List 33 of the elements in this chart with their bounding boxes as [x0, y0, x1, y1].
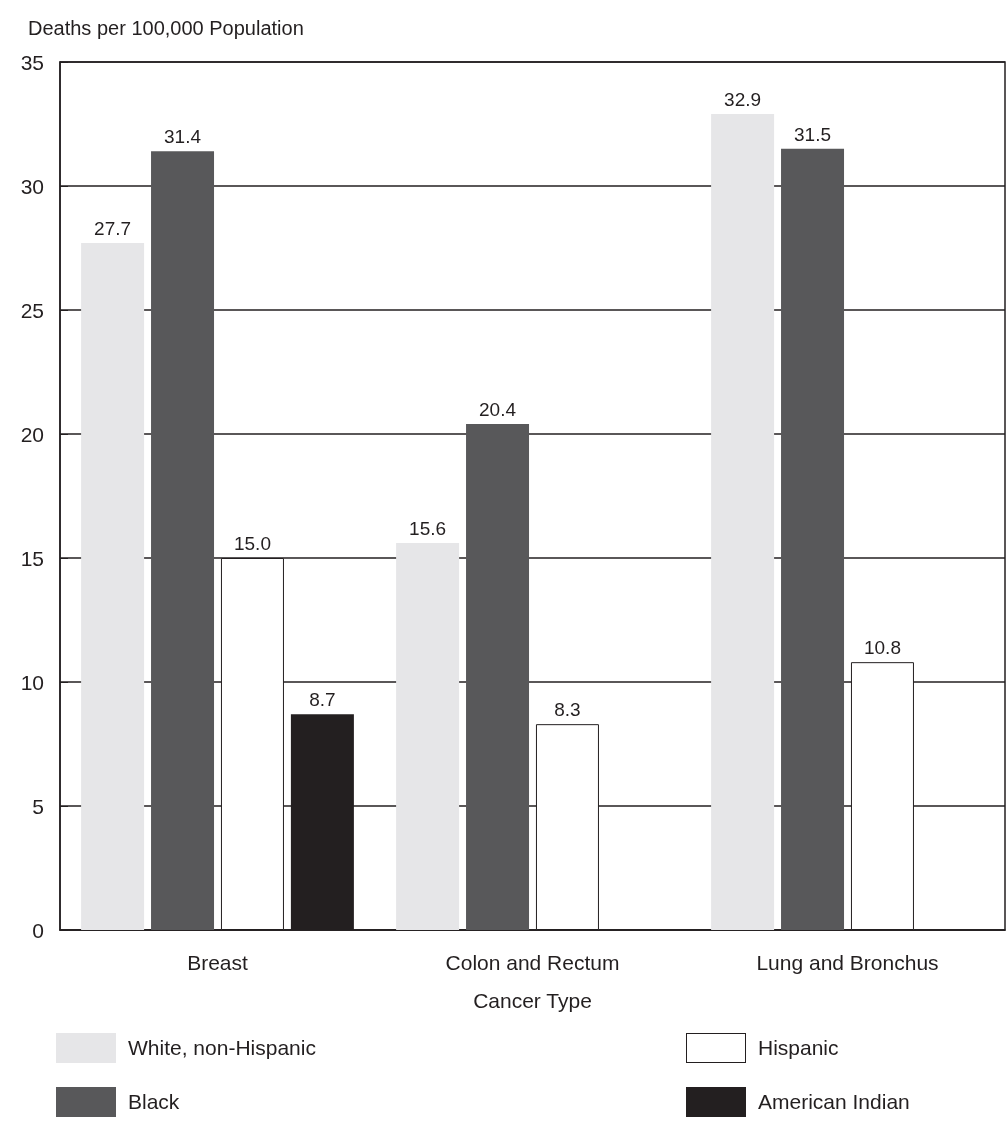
x-tick-label: Lung and Bronchus [756, 951, 939, 974]
x-tick-label: Breast [187, 951, 249, 974]
data-label: 20.4 [479, 399, 517, 421]
data-label: 31.4 [164, 126, 202, 148]
data-label: 27.7 [94, 218, 132, 240]
y-tick-label: 15 [20, 546, 44, 570]
y-tick-label: 35 [20, 50, 44, 74]
legend-label: White, non-Hispanic [128, 1036, 316, 1060]
bar [781, 148, 845, 930]
bar [151, 151, 215, 930]
bar [396, 543, 460, 930]
y-tick-label: 20 [20, 422, 44, 446]
y-tick-label: 25 [20, 298, 44, 322]
data-label: 8.7 [309, 689, 336, 711]
data-label: 8.3 [554, 699, 581, 721]
y-tick-label: 0 [32, 918, 44, 942]
legend-label: Hispanic [758, 1036, 839, 1060]
data-label: 10.8 [863, 637, 901, 659]
bar [466, 424, 530, 930]
y-tick-label: 30 [20, 174, 44, 198]
data-label: 15.6 [409, 518, 447, 540]
data-label: 31.5 [794, 123, 832, 145]
legend-label: American Indian [758, 1090, 910, 1114]
bar [81, 243, 145, 930]
data-label: 15.0 [233, 533, 271, 554]
y-tick-label: 10 [20, 670, 44, 694]
y-tick-label: 5 [32, 794, 44, 818]
x-axis-title: Cancer Type [473, 989, 592, 1012]
legend-label: Black [128, 1090, 180, 1114]
x-tick-label: Colon and Rectum [445, 951, 620, 974]
bar [711, 114, 775, 930]
y-axis-title: Deaths per 100,000 Population [28, 17, 304, 39]
data-label: 32.9 [724, 89, 762, 111]
